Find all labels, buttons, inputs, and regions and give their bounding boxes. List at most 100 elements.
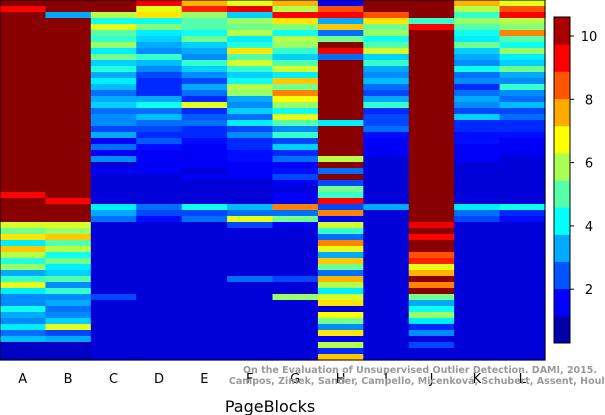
heatmap-cell: [408, 222, 455, 229]
heatmap-cell: [136, 348, 183, 355]
heatmap-cell: [272, 120, 319, 127]
heatmap-cell: [408, 264, 455, 271]
heatmap-cell: [317, 162, 364, 169]
heatmap-cell: [272, 108, 319, 115]
heatmap-cell: [0, 120, 47, 127]
heatmap-cell: [227, 126, 274, 133]
heatmap-cell: [0, 96, 47, 103]
heatmap-cell: [0, 12, 47, 19]
heatmap-cell: [136, 18, 183, 25]
heatmap-cell: [272, 18, 319, 25]
heatmap-cell: [45, 216, 92, 223]
heatmap-cell: [499, 0, 546, 7]
heatmap-cell: [136, 294, 183, 301]
heatmap-cell: [317, 66, 364, 73]
heatmap-cell: [0, 228, 47, 235]
heatmap-cell: [317, 252, 364, 259]
heatmap-cell: [0, 216, 47, 223]
heatmap-cell: [136, 12, 183, 19]
x-tick-label: A: [18, 372, 27, 387]
heatmap-cell: [181, 114, 228, 121]
colorbar-tick-label: 8: [585, 93, 593, 108]
heatmap-cell: [272, 252, 319, 259]
heatmap-cell: [317, 192, 364, 199]
heatmap-cell: [227, 240, 274, 247]
heatmap-cell: [454, 192, 501, 199]
heatmap-cell: [227, 84, 274, 91]
heatmap-cell: [181, 138, 228, 145]
plot-frame: [0, 0, 546, 361]
heatmap-cell: [272, 132, 319, 139]
heatmap-cell: [408, 234, 455, 241]
heatmap-cell: [45, 84, 92, 91]
heatmap-cell: [227, 354, 274, 361]
heatmap-cell: [499, 240, 546, 247]
heatmap-cell: [0, 6, 47, 13]
heatmap-cell: [363, 300, 410, 307]
heatmap-cell: [90, 120, 137, 127]
heatmap-cell: [408, 342, 455, 349]
heatmap-cell: [227, 12, 274, 19]
heatmap-cell: [136, 342, 183, 349]
heatmap-cell: [454, 216, 501, 223]
heatmap-cell: [45, 156, 92, 163]
heatmap-cell: [499, 6, 546, 13]
heatmap-cell: [136, 156, 183, 163]
heatmap-cell: [45, 300, 92, 307]
heatmap-cell: [363, 156, 410, 163]
watermark-line-2: Campos, Zimek, Sander, Campello, Micenko…: [229, 376, 605, 387]
heatmap-cell: [181, 324, 228, 331]
watermark-line-1: On the Evaluation of Unsupervised Outlie…: [243, 365, 597, 376]
heatmap-cell: [317, 246, 364, 253]
heatmap-cell: [0, 276, 47, 283]
heatmap-cell: [181, 180, 228, 187]
heatmap-cell: [363, 342, 410, 349]
heatmap-cell: [45, 318, 92, 325]
heatmap-cell: [90, 264, 137, 271]
heatmap-cell: [499, 180, 546, 187]
heatmap-cell: [363, 96, 410, 103]
heatmap-cell: [90, 246, 137, 253]
heatmap-cell: [227, 318, 274, 325]
heatmap-cell: [227, 60, 274, 67]
heatmap-cell: [454, 162, 501, 169]
heatmap-cell: [227, 186, 274, 193]
heatmap-cell: [136, 48, 183, 55]
x-axis-label: PageBlocks: [225, 397, 315, 415]
heatmap-cell: [408, 162, 455, 169]
heatmap-cell: [272, 42, 319, 49]
heatmap-cell: [499, 300, 546, 307]
heatmap-cell: [408, 36, 455, 43]
heatmap-cell: [272, 90, 319, 97]
heatmap-cell: [317, 126, 364, 133]
heatmap-cell: [45, 108, 92, 115]
heatmap-cell: [408, 66, 455, 73]
heatmap-cell: [272, 168, 319, 175]
heatmap-cell: [363, 150, 410, 157]
heatmap-cell: [454, 186, 501, 193]
heatmap-cell: [90, 18, 137, 25]
heatmap-cell: [0, 324, 47, 331]
heatmap-cell: [363, 246, 410, 253]
heatmap-cells: [0, 0, 546, 361]
heatmap-cell: [317, 342, 364, 349]
heatmap-cell: [272, 6, 319, 13]
heatmap-cell: [181, 294, 228, 301]
heatmap-cell: [181, 192, 228, 199]
heatmap-cell: [227, 168, 274, 175]
heatmap-cell: [454, 198, 501, 205]
colorbar-segment: [554, 125, 570, 154]
heatmap-cell: [227, 276, 274, 283]
heatmap-cell: [454, 18, 501, 25]
colorbar-segment: [554, 288, 570, 317]
heatmap-cell: [408, 72, 455, 79]
heatmap-cell: [90, 210, 137, 217]
heatmap-cell: [272, 282, 319, 289]
heatmap-cell: [136, 222, 183, 229]
colorbar-segment: [554, 98, 570, 127]
heatmap-cell: [0, 132, 47, 139]
heatmap-cell: [136, 312, 183, 319]
heatmap-cell: [181, 216, 228, 223]
colorbar-segment: [554, 180, 570, 208]
heatmap-cell: [227, 252, 274, 259]
